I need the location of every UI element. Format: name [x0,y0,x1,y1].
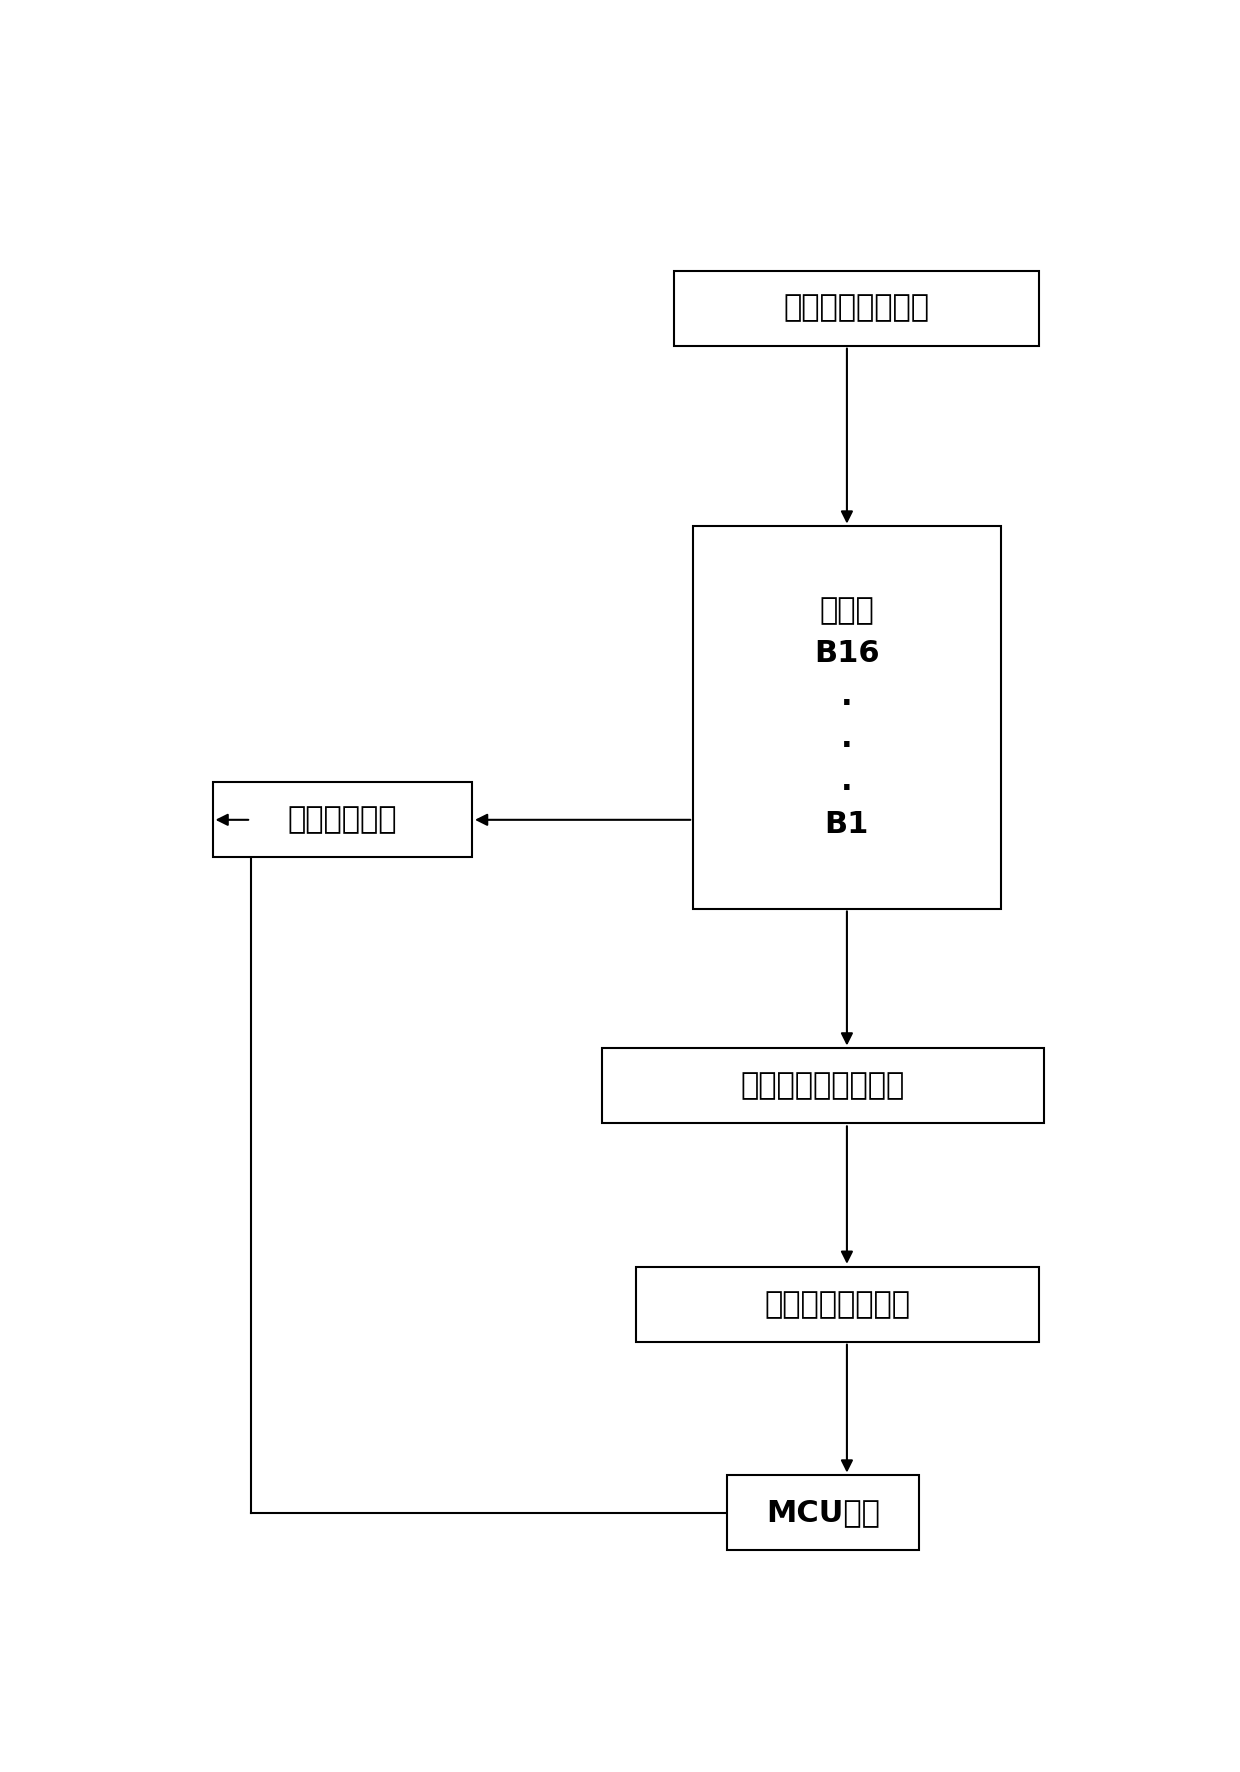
Bar [213,781,472,858]
Text: MCU模块: MCU模块 [766,1499,880,1527]
Bar [635,1267,1039,1341]
Text: 均衡串数选择模块: 均衡串数选择模块 [764,1290,910,1318]
Text: 继电器切换控制模块: 继电器切换控制模块 [740,1072,905,1100]
Bar [727,1476,919,1550]
Bar [601,1049,1044,1123]
Bar [675,271,1039,346]
Text: 电池组
B16
.
.
.
B1: 电池组 B16 . . . B1 [815,595,879,838]
Bar [693,526,1001,909]
Text: 电压检测模块: 电压检测模块 [288,804,397,835]
Text: 单串电压补偿模块: 单串电压补偿模块 [784,294,930,323]
